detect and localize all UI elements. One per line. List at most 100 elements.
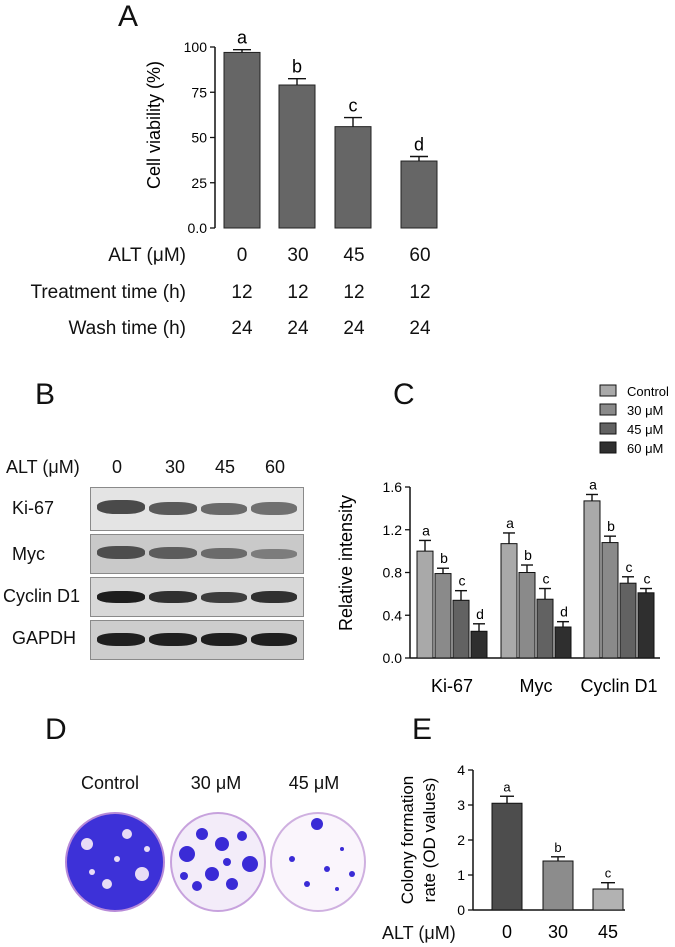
bar [334,126,372,229]
legend-swatch [599,422,617,435]
blot-header-label: ALT (μM) [6,457,80,477]
blot-band [251,549,297,559]
bar-annotation: c [349,96,358,116]
bar-annotation: c [626,559,633,575]
bar-annotation: d [560,604,568,620]
y-tick-label: 1 [457,867,465,883]
y-tick-label: 2 [457,832,465,848]
y-tick-label: 0.0 [188,220,208,236]
bar [518,572,536,659]
x-tick-label: 30 [548,922,568,942]
bar [637,592,655,659]
table-cell: 12 [287,282,309,303]
bar [542,860,574,911]
x-tick-label: 0 [502,922,512,942]
blot-band [149,502,197,515]
legend-swatch [599,441,617,454]
y-tick-label: 75 [191,84,207,100]
blot-band [97,500,145,514]
bar [452,599,470,659]
panel-label-b: B [35,378,56,411]
table-cell: 24 [287,318,309,339]
bar-annotation: b [607,518,615,534]
bar [470,630,488,659]
bar [278,84,316,229]
chart-e-ylabel-line2: rate (OD values) [420,778,439,903]
bar-annotation: a [503,779,511,794]
table-cell: 24 [343,318,365,339]
blot-label-cyclind1: Cyclin D1 [3,586,81,606]
bar [592,888,624,911]
legend-swatch [599,403,617,416]
blot-band [251,591,297,603]
blot-label-gapdh: GAPDH [12,628,77,648]
row-label-treatment: Treatment time (h) [30,282,186,303]
bar [536,598,554,659]
table-cell: 60 [409,245,431,266]
bar-annotation: c [459,573,466,589]
bar-annotation: c [543,571,550,587]
dish-label-control: Control [80,773,140,793]
colony-dish-45 [270,812,366,912]
blot-band [149,547,197,559]
chart-c-ylabel: Relative intensity [336,495,356,631]
x-tick-label: Ki-67 [431,676,473,696]
bar-annotation: b [524,547,532,563]
y-tick-label: 0 [457,902,465,918]
table-cell: 24 [409,318,431,339]
chart-e-xlabel: ALT (μM) [382,923,456,943]
chart-c-legend: Control 30 μM 45 μM 60 μM [599,384,669,456]
bar [416,550,434,659]
colony-pattern [289,818,355,891]
colony-dish-30 [170,812,266,912]
table-cell: 12 [409,282,431,303]
legend-label: Control [627,384,669,399]
y-tick-label: 1.2 [383,522,403,538]
bar-annotation: b [554,840,561,855]
bar-annotation: c [605,866,612,881]
bar-annotation: b [292,57,302,77]
blot-label-ki67: Ki-67 [12,498,55,518]
colony-pattern [81,829,150,889]
y-tick-label: 1.6 [383,479,403,495]
row-label-wash: Wash time (h) [68,318,186,339]
blot-band [149,633,197,646]
chart-c: Relative intensity 0.00.40.81.21.6 a aab b… [336,384,669,696]
blot-band [201,592,247,603]
y-tick-label: 0.8 [383,565,403,581]
bar [583,500,601,659]
chart-a: Cell viability (%) 0.0 25 50 75 100 a b c d [144,30,438,236]
bar-annotation: b [440,550,448,566]
bar [400,160,438,229]
table-cell: 0 [236,245,248,266]
bar-annotation: d [476,606,484,622]
y-tick-label: 25 [191,175,207,191]
bar [500,543,518,659]
blot-band [97,633,145,646]
blot-ki67 [90,487,304,531]
table-cell: 12 [343,282,365,303]
panel-label-c: C [393,378,415,411]
chart-e-ylabel-line1: Colony formation [398,776,417,905]
y-tick-label: 100 [184,39,208,55]
bar-annotation: a [422,522,430,538]
legend-swatch [599,384,617,397]
bar [619,582,637,659]
blot-band [97,591,145,603]
dish-label-30: 30 μM [190,773,242,793]
chart-a-ylabel: Cell viability (%) [144,61,164,189]
bar-annotation: d [414,135,424,155]
blot-band [251,633,297,646]
bar [223,51,261,229]
blot-band [149,591,197,603]
panel-label-e: E [412,713,433,746]
bar [491,802,523,911]
y-tick-label: 0.4 [383,607,403,623]
colony-dish-control [65,812,165,912]
panel-label-d: D [45,713,67,746]
dish-label-45: 45 μM [288,773,340,793]
legend-label: 45 μM [627,422,663,437]
y-tick-label: 3 [457,797,465,813]
x-tick-label: 45 [598,922,618,942]
